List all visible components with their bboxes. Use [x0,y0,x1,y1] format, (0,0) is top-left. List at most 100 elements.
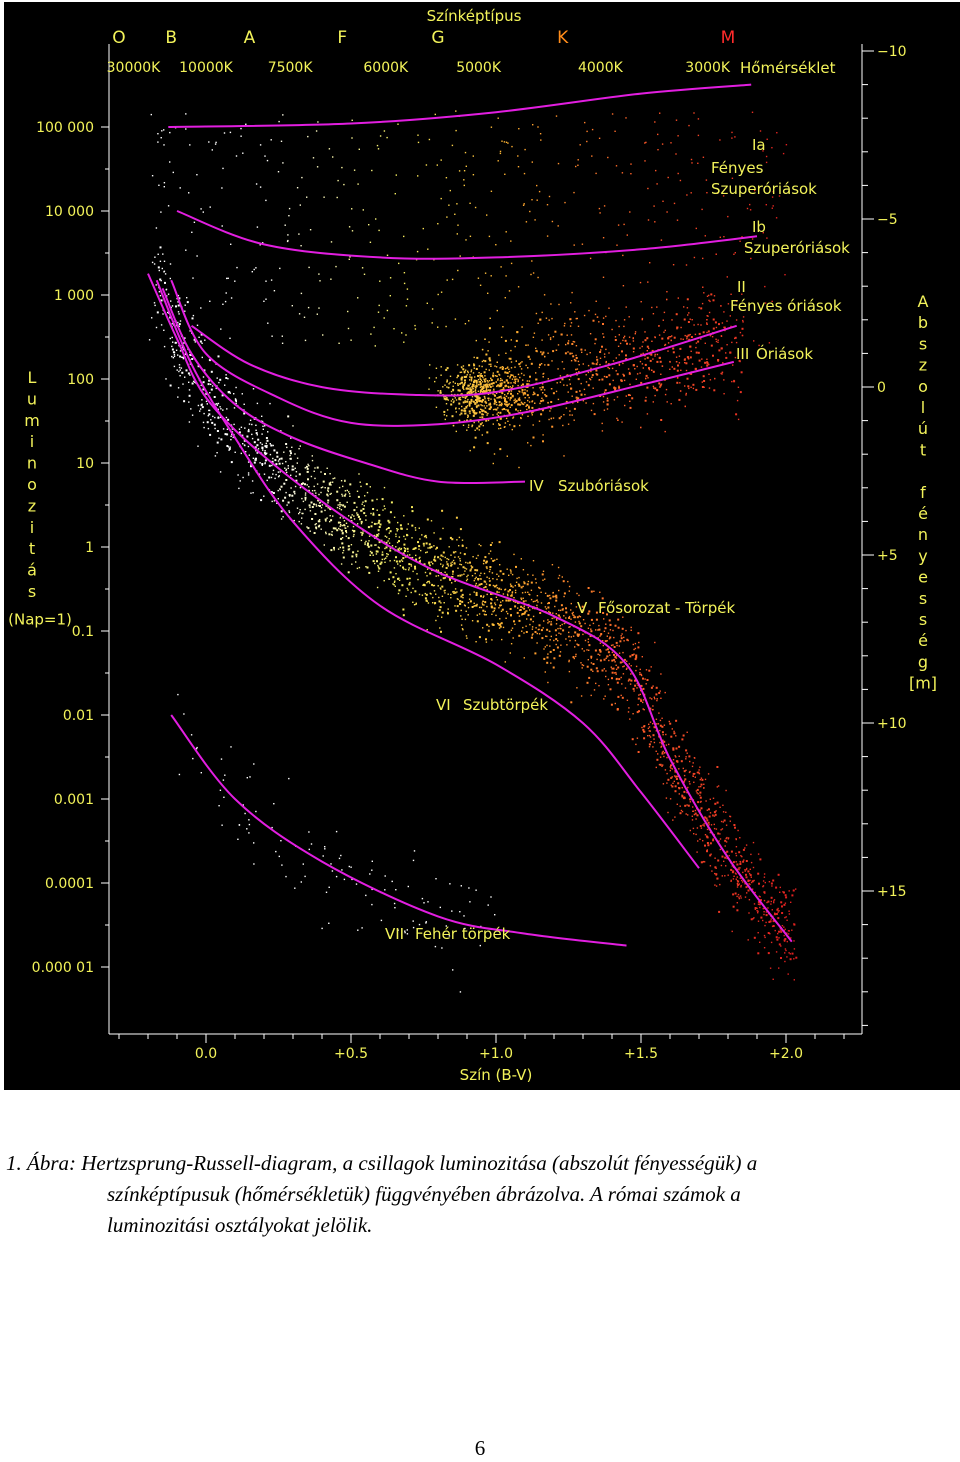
star-point [304,492,307,494]
star-point [511,395,514,398]
star-point [618,652,621,654]
star-point [738,851,741,854]
star-point [384,889,386,891]
star-point [686,298,689,301]
star-point [452,424,455,427]
star-point [226,277,228,280]
star-point [333,549,335,551]
star-point [307,463,309,466]
star-point [481,434,483,436]
star-point [471,391,473,394]
star-point [694,367,697,370]
star-point [240,127,242,130]
star-point [480,572,482,574]
star-point [593,689,596,691]
star-point [178,297,181,300]
star-point [348,226,351,228]
star-point [295,475,297,477]
star-point [784,894,787,897]
star-point [448,546,450,548]
star-point [403,543,406,546]
star-point [449,536,452,539]
star-point [560,644,562,646]
star-point [562,580,565,583]
star-point [165,288,168,291]
star-point [623,665,625,667]
star-point [763,899,766,902]
star-point [450,554,452,556]
star-point [569,414,571,416]
star-point [308,486,310,488]
star-point [507,386,510,389]
star-point [483,595,485,597]
star-point [442,551,445,554]
star-point [279,489,281,491]
star-point [455,516,458,519]
star-point [699,766,701,768]
star-point [679,179,682,182]
star-point [777,932,779,935]
star-point [452,576,454,578]
star-point [228,447,231,450]
star-point [552,350,555,353]
star-point [286,446,288,449]
star-point [486,623,489,626]
star-point [689,760,691,763]
star-point [623,223,625,226]
star-point [485,388,488,390]
star-point [569,318,572,321]
star-point [573,341,576,343]
star-point [514,378,517,381]
star-point [646,350,648,352]
star-point [502,572,505,575]
star-point [216,404,218,406]
star-point [749,879,751,882]
star-point [645,669,648,671]
class-curve-4 [170,279,735,427]
star-point [692,810,694,812]
star-point [483,405,485,407]
star-point [498,423,500,425]
star-point [702,331,705,334]
star-point [418,557,420,559]
star-point [452,401,455,404]
star-point [219,406,221,408]
star-point [540,591,542,593]
star-point [706,323,708,325]
star-point [776,938,779,941]
star-point [413,604,416,606]
spectral-type-label: F [337,28,347,48]
star-point [543,657,546,660]
star-point [264,459,267,462]
star-point [568,670,571,673]
star-point [456,233,458,235]
star-point [673,202,676,205]
star-point [654,641,656,644]
star-point [490,383,493,385]
star-point [538,633,541,635]
star-point [679,390,682,392]
star-point [593,590,595,592]
star-point [760,899,762,902]
star-point [199,410,201,412]
star-point [200,384,202,387]
star-point [237,838,239,840]
y-tick-label: 100 000 [36,120,94,136]
star-point [649,697,651,699]
star-point [645,377,647,380]
star-point [601,669,604,672]
star-point [606,613,608,616]
star-point [598,137,601,139]
star-point [717,360,719,362]
star-point [449,883,451,885]
star-point [613,653,615,656]
star-point [656,306,658,308]
star-point [516,611,519,614]
star-point [556,646,559,649]
star-point [736,868,739,870]
star-point [453,400,455,402]
star-point [479,578,481,580]
star-point [444,556,446,559]
star-point [499,618,501,620]
star-point [302,482,304,485]
